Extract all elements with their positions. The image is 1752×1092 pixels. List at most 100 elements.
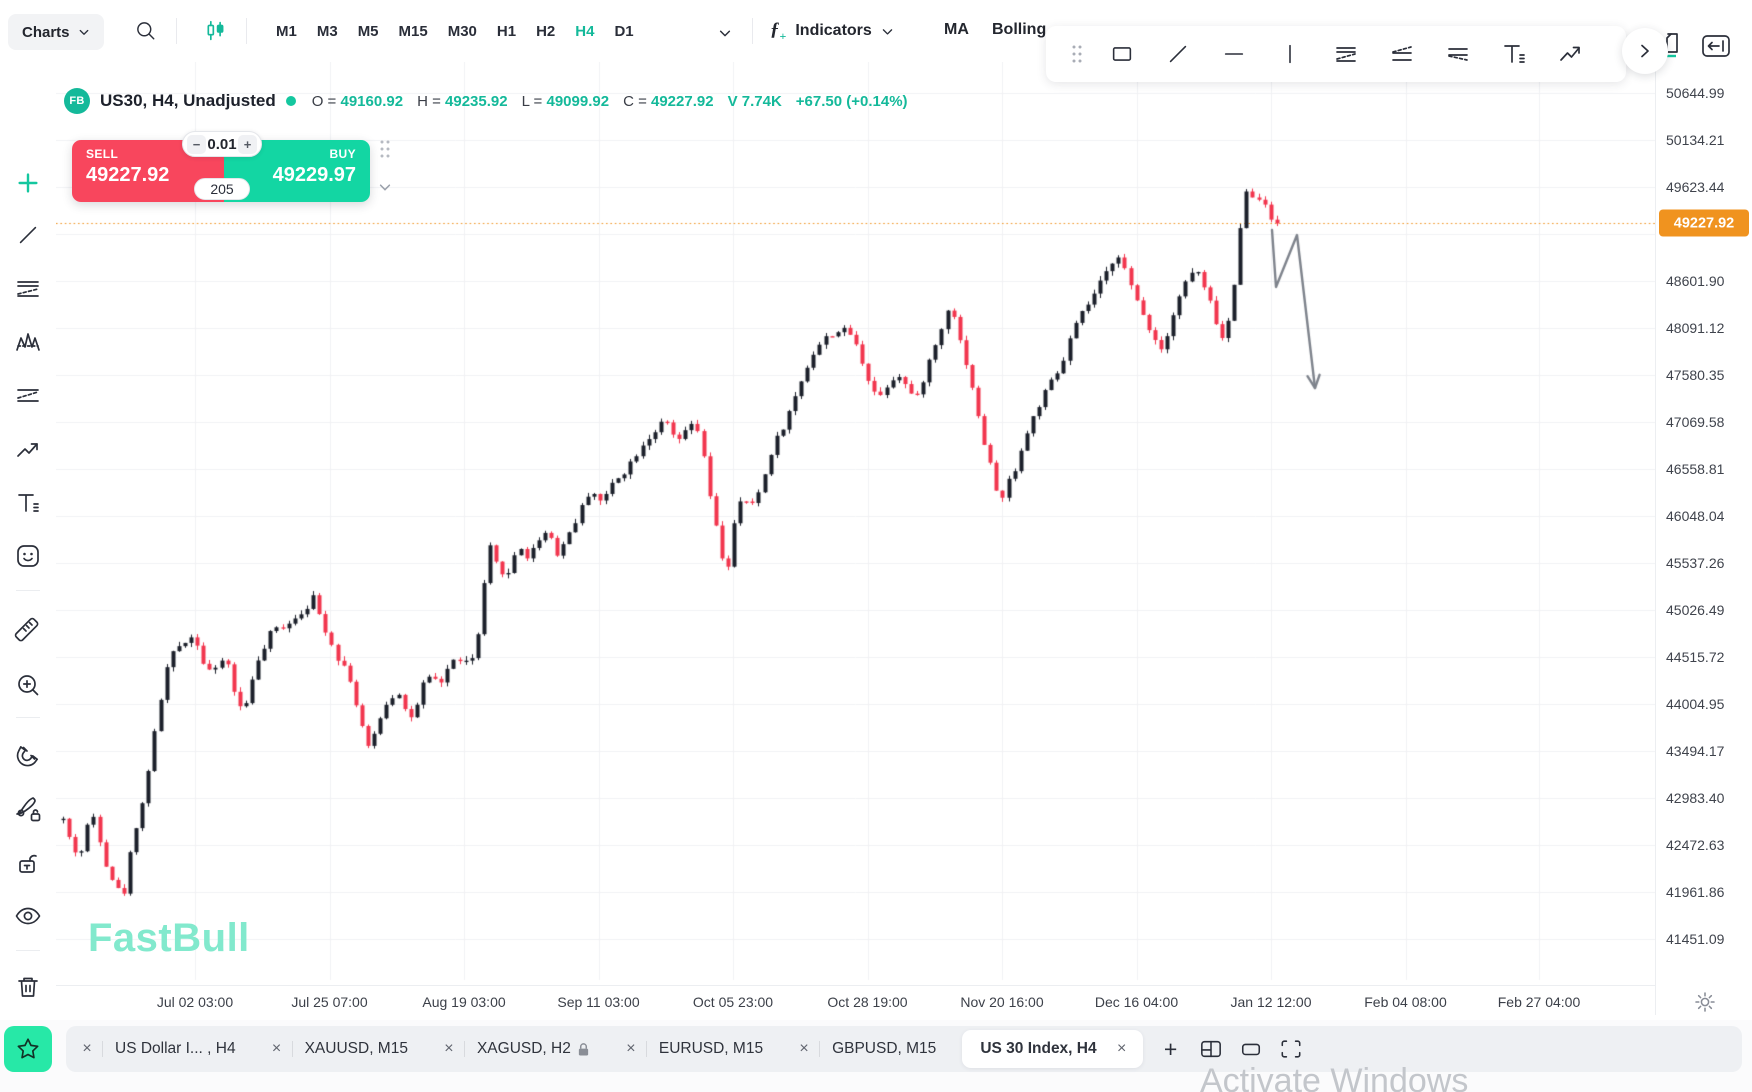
tab-close-icon[interactable]: × bbox=[82, 1040, 92, 1057]
sidebar-divider bbox=[16, 950, 40, 951]
channel-down-tool-icon[interactable] bbox=[1430, 34, 1486, 74]
lock-drawings-sidebar-icon[interactable] bbox=[13, 848, 43, 878]
single-window-button[interactable] bbox=[1231, 1029, 1271, 1069]
price-tick: 45026.49 bbox=[1666, 602, 1725, 618]
timeframe-m3-button[interactable]: M3 bbox=[316, 22, 338, 40]
tab-close-icon[interactable]: × bbox=[1116, 1040, 1127, 1057]
volume-value: 7.74K bbox=[741, 92, 782, 110]
trend-arrow-tool-icon[interactable] bbox=[1542, 34, 1598, 74]
indicators-label: Indicators bbox=[795, 22, 872, 39]
timeframe-m15-button[interactable]: M15 bbox=[398, 22, 428, 40]
symbol-title[interactable]: US30, H4, Unadjusted bbox=[100, 91, 276, 110]
delete-drawings-sidebar-icon[interactable] bbox=[13, 972, 43, 1002]
symbol-search-button[interactable] bbox=[134, 19, 158, 43]
timeframe-m5-button[interactable]: M5 bbox=[357, 22, 379, 40]
symbol-tab[interactable]: × EURUSD, M15 bbox=[616, 1026, 789, 1072]
time-tick: Dec 16 04:00 bbox=[1094, 994, 1179, 1010]
chart-settings-gear-icon[interactable] bbox=[1693, 990, 1717, 1014]
new-tab-button[interactable]: + bbox=[1163, 1035, 1178, 1062]
price-tick: 48091.12 bbox=[1666, 320, 1725, 336]
symbol-tab[interactable]: × XAGUSD, H2 bbox=[434, 1026, 616, 1072]
toolbar-divider bbox=[246, 18, 247, 44]
candlestick-chart[interactable] bbox=[56, 62, 1655, 985]
symbol-info-row: FB US30, H4, Unadjusted O = 49160.92 H =… bbox=[64, 86, 908, 116]
trade-widget-collapse-button[interactable] bbox=[378, 180, 392, 194]
time-tick: Jul 02 03:00 bbox=[156, 994, 234, 1010]
sidebar-divider bbox=[16, 590, 40, 591]
timeframe-h1-button[interactable]: H1 bbox=[496, 22, 517, 40]
fullscreen-button[interactable] bbox=[1271, 1029, 1311, 1069]
open-label: O = bbox=[311, 92, 337, 110]
price-tick: 49623.44 bbox=[1666, 179, 1725, 195]
layout-grid-button[interactable] bbox=[1191, 1029, 1231, 1069]
zoom-in-sidebar-icon[interactable] bbox=[13, 670, 43, 700]
indicator-bollinger-button[interactable]: Bolling bbox=[992, 21, 1047, 38]
collapse-panel-icon[interactable] bbox=[1700, 32, 1732, 60]
tab-label[interactable]: XAUUSD, M15 bbox=[304, 1040, 408, 1057]
tab-label[interactable]: XAGUSD, H2 bbox=[477, 1040, 590, 1058]
lot-size-value[interactable]: 0.01 bbox=[207, 135, 237, 153]
hide-drawings-sidebar-icon[interactable] bbox=[13, 901, 43, 931]
lot-size-stepper: − 0.01 + bbox=[182, 131, 262, 157]
chart-type-button[interactable] bbox=[202, 18, 228, 44]
timeframe-h4-button[interactable]: H4 bbox=[575, 22, 595, 40]
time-tick: Oct 05 23:00 bbox=[692, 994, 774, 1010]
rectangle-tool-icon[interactable] bbox=[1094, 34, 1150, 74]
charts-menu-button[interactable]: Charts bbox=[8, 14, 104, 50]
vertical-line-tool-icon[interactable] bbox=[1262, 34, 1318, 74]
timeframe-m1-button[interactable]: M1 bbox=[276, 22, 297, 40]
tab-label[interactable]: US Dollar I... , H4 bbox=[115, 1040, 236, 1057]
volume-label: V bbox=[727, 92, 738, 110]
price-tick: 45537.26 bbox=[1666, 555, 1725, 571]
emoji-sidebar-icon[interactable] bbox=[13, 541, 43, 571]
indicators-button[interactable]: ƒ+ Indicators bbox=[770, 0, 894, 62]
ruler-sidebar-icon[interactable] bbox=[13, 616, 43, 646]
channel-up-tool-icon[interactable] bbox=[1374, 34, 1430, 74]
timeframe-h2-button[interactable]: H2 bbox=[536, 22, 556, 40]
symbol-tab[interactable]: × US Dollar I... , H4 bbox=[72, 1026, 262, 1072]
text-sidebar-icon[interactable] bbox=[13, 488, 43, 518]
fib-retracement-tool-icon[interactable] bbox=[1318, 34, 1374, 74]
time-tick: Jul 25 07:00 bbox=[291, 994, 368, 1010]
open-value: 49160.92 bbox=[340, 92, 404, 110]
tab-divider bbox=[645, 1041, 647, 1057]
trend-arrow-sidebar-icon[interactable] bbox=[13, 435, 43, 465]
brush-lock-sidebar-icon[interactable] bbox=[13, 794, 43, 824]
trade-widget-drag-handle[interactable] bbox=[378, 139, 392, 159]
trendline-sidebar-icon[interactable] bbox=[13, 220, 43, 250]
activate-windows-watermark: Activate Windows bbox=[1200, 1062, 1469, 1092]
lot-decrease-button[interactable]: − bbox=[187, 134, 206, 154]
timeframe-m30-button[interactable]: M30 bbox=[447, 22, 477, 40]
symbol-tab[interactable]: US 30 Index, H4 × bbox=[962, 1030, 1143, 1068]
fib-sidebar-icon[interactable] bbox=[13, 274, 43, 304]
tab-label[interactable]: GBPUSD, M15 bbox=[832, 1040, 937, 1057]
time-axis[interactable]: Jul 02 03:00 Jul 25 07:00 Aug 19 03:00 Sep … bbox=[56, 985, 1655, 1020]
symbol-tab[interactable]: × GBPUSD, M15 bbox=[789, 1026, 962, 1072]
tab-label[interactable]: US 30 Index, H4 bbox=[980, 1040, 1097, 1057]
sell-price: 49227.92 bbox=[86, 164, 170, 186]
text-tool-icon[interactable] bbox=[1486, 34, 1542, 74]
timeframe-d1-button[interactable]: D1 bbox=[614, 22, 634, 40]
symbol-tab[interactable]: × XAUUSD, M15 bbox=[262, 1026, 434, 1072]
lot-increase-button[interactable]: + bbox=[237, 134, 257, 154]
low-value: 49099.92 bbox=[546, 92, 610, 110]
indicator-ma-button[interactable]: MA bbox=[944, 21, 969, 38]
tab-close-icon[interactable]: × bbox=[444, 1040, 454, 1057]
elliott-wave-sidebar-icon[interactable] bbox=[13, 327, 43, 357]
time-tick: Feb 27 04:00 bbox=[1497, 994, 1581, 1010]
channel-sidebar-icon[interactable] bbox=[13, 380, 43, 410]
price-tick: 42472.63 bbox=[1666, 837, 1725, 853]
horizontal-line-tool-icon[interactable] bbox=[1206, 34, 1262, 74]
trendline-tool-icon[interactable] bbox=[1150, 34, 1206, 74]
toolbar-expand-button[interactable] bbox=[1622, 28, 1668, 74]
add-order-button[interactable] bbox=[13, 168, 43, 198]
price-axis[interactable]: 50644.99 50134.21 49623.44 48601.90 48091.12… bbox=[1655, 62, 1752, 1015]
timeframe-more-button[interactable] bbox=[718, 26, 732, 40]
tab-close-icon[interactable]: × bbox=[626, 1040, 636, 1057]
favorites-button[interactable] bbox=[4, 1026, 52, 1072]
tab-close-icon[interactable]: × bbox=[799, 1040, 809, 1057]
magnet-sidebar-icon[interactable] bbox=[13, 740, 43, 770]
tab-label[interactable]: EURUSD, M15 bbox=[658, 1040, 764, 1057]
drag-handle-icon[interactable] bbox=[1060, 34, 1094, 74]
tab-close-icon[interactable]: × bbox=[271, 1040, 282, 1057]
